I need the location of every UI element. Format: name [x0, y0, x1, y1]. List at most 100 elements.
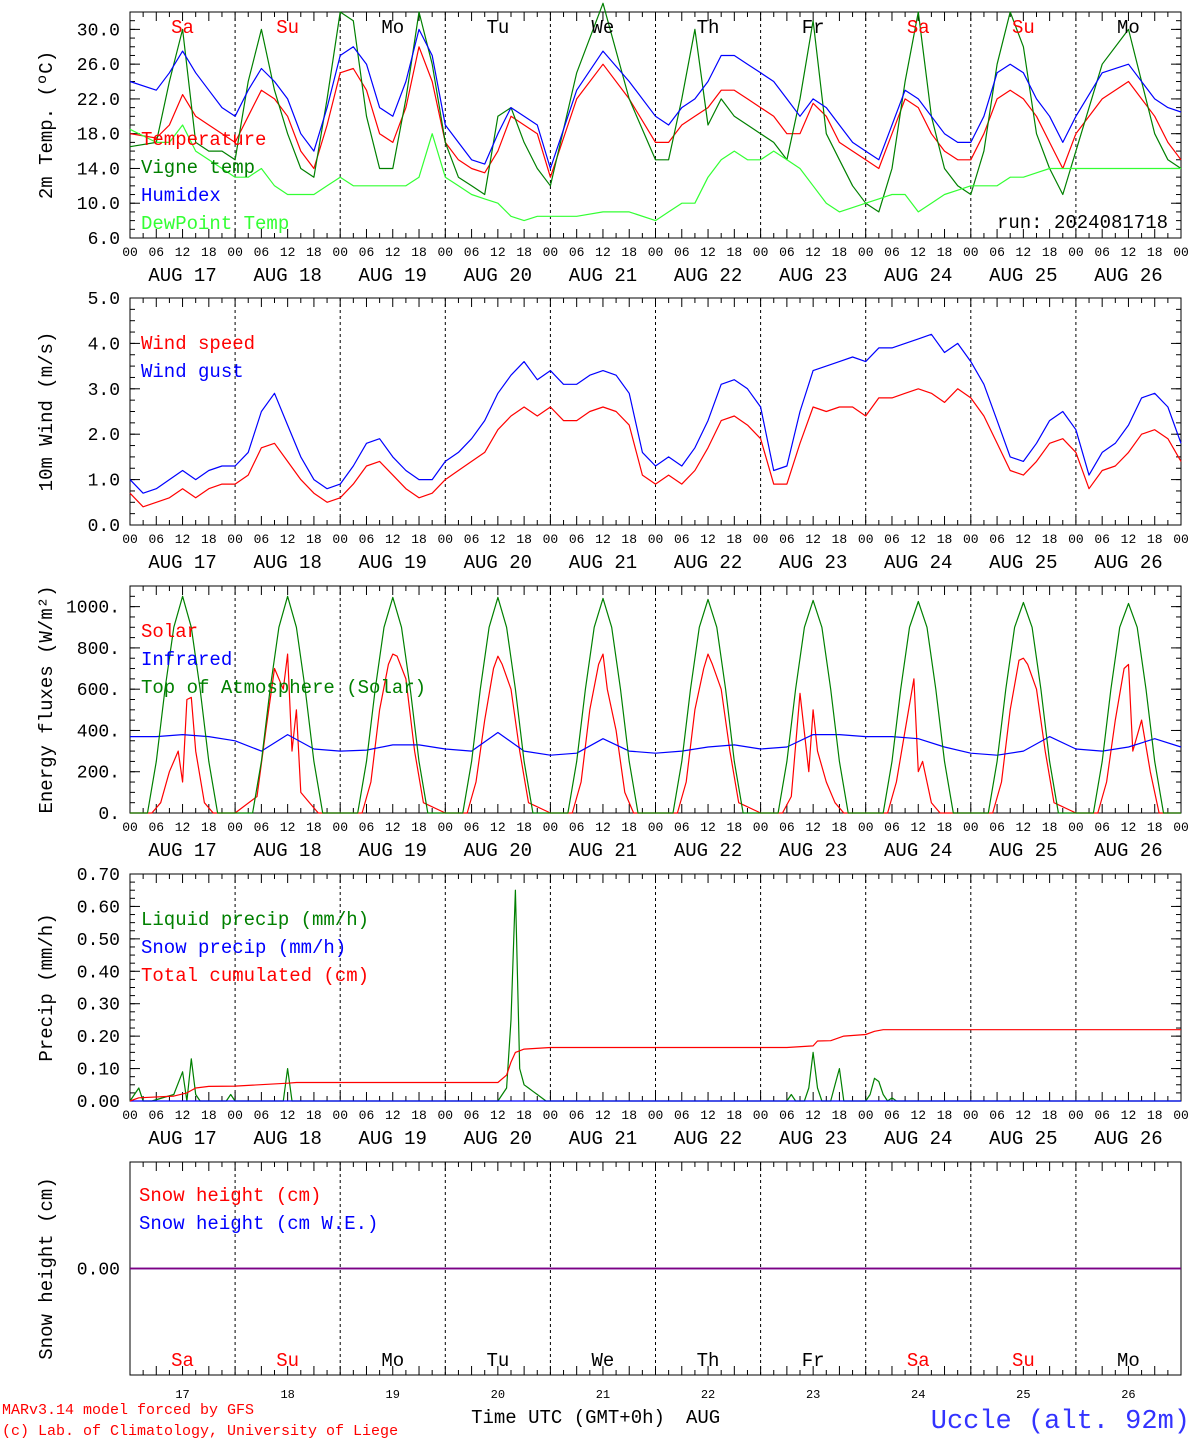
x-hour-label: 12 [700, 245, 716, 260]
x-hour-label: 18 [201, 532, 217, 547]
x-hour-label: 00 [543, 1108, 559, 1123]
day-number-label: 24 [911, 1388, 925, 1402]
x-hour-label: 00 [1068, 820, 1084, 835]
x-hour-label: 18 [306, 245, 322, 260]
x-hour-label: 06 [674, 532, 690, 547]
series-line-dewpoint-temp [129, 124, 1181, 222]
x-hour-label: 06 [1094, 532, 1110, 547]
x-hour-label: 12 [1121, 532, 1137, 547]
x-hour-label: 18 [516, 820, 532, 835]
x-day-label: AUG 17 [148, 265, 216, 287]
legend-entry: Snow height (cm) [139, 1185, 321, 1207]
x-day-label: AUG 20 [464, 1128, 532, 1150]
x-hour-label: 06 [254, 532, 270, 547]
y-tick-label: 400. [77, 722, 120, 742]
x-hour-label: 18 [937, 1108, 953, 1123]
x-hour-label: 06 [779, 1108, 795, 1123]
x-hour-label: 06 [674, 245, 690, 260]
legend-entry: Infrared [141, 649, 232, 671]
x-hour-label: 12 [175, 532, 191, 547]
x-day-label: AUG 26 [1094, 840, 1162, 862]
x-day-label: AUG 23 [779, 840, 847, 862]
x-day-label: AUG 22 [674, 840, 742, 862]
y-tick-label: 0.50 [77, 931, 120, 951]
day-number-label: 23 [806, 1388, 820, 1402]
x-hour-label: 00 [1173, 820, 1189, 835]
x-day-label: AUG 22 [674, 1128, 742, 1150]
weekday-label: Sa [907, 17, 930, 39]
x-hour-label: 06 [148, 245, 164, 260]
x-axis-month: AUG [686, 1407, 720, 1429]
x-day-label: AUG 25 [989, 552, 1057, 574]
y-tick-label: 18.0 [77, 126, 120, 146]
x-hour-label: 06 [884, 1108, 900, 1123]
x-hour-label: 18 [201, 245, 217, 260]
series-line-infrared [130, 731, 1182, 756]
weekday-label-bottom: Tu [486, 1350, 509, 1372]
x-hour-label: 18 [201, 1108, 217, 1123]
panel-temperature: 6.0 10.0 14.0 18.0 22.0 26.0 30.0 2m Temp. (ºC)… [36, 2, 1189, 287]
x-hour-label: 00 [122, 820, 138, 835]
x-hour-label: 00 [543, 245, 559, 260]
series-line-solar [130, 653, 1181, 814]
x-hour-label: 12 [910, 820, 926, 835]
x-hour-label: 06 [464, 532, 480, 547]
x-hour-label: 18 [306, 532, 322, 547]
x-hour-label: 18 [1147, 1108, 1163, 1123]
x-hour-label: 06 [569, 532, 585, 547]
x-hour-label: 18 [937, 532, 953, 547]
series-line-vigne-temp [129, 2, 1182, 213]
x-hour-label: 00 [227, 245, 243, 260]
x-hour-label: 12 [910, 1108, 926, 1123]
x-hour-label: 00 [858, 245, 874, 260]
x-hour-label: 18 [727, 820, 743, 835]
x-hour-label: 00 [858, 532, 874, 547]
day-number-label: 26 [1121, 1388, 1135, 1402]
x-hour-label: 00 [122, 245, 138, 260]
x-day-label: AUG 18 [253, 265, 321, 287]
x-hour-label: 00 [227, 532, 243, 547]
x-hour-label: 12 [385, 820, 401, 835]
x-hour-label: 00 [648, 245, 664, 260]
x-hour-label: 06 [148, 820, 164, 835]
y-tick-label: 1.0 [88, 472, 120, 492]
day-number-label: 18 [280, 1388, 294, 1402]
x-hour-label: 00 [648, 1108, 664, 1123]
x-hour-label: 12 [595, 1108, 611, 1123]
x-hour-label: 00 [122, 532, 138, 547]
x-hour-label: 00 [437, 820, 453, 835]
panel-wind: 0.0 1.0 2.0 3.0 4.0 5.0 10m Wind (m/s) Wind spe… [36, 290, 1189, 574]
x-hour-label: 06 [254, 820, 270, 835]
x-hour-label: 00 [753, 532, 769, 547]
x-day-label: AUG 18 [253, 1128, 321, 1150]
y-tick-label: 14.0 [77, 160, 120, 180]
x-day-label: AUG 17 [148, 552, 216, 574]
weekday-label: Su [1012, 17, 1035, 39]
x-hour-label: 18 [306, 820, 322, 835]
legend-entry: Total cumulated (cm) [141, 965, 369, 987]
x-hour-label: 06 [1094, 820, 1110, 835]
x-day-label: AUG 19 [359, 840, 427, 862]
x-hour-label: 18 [621, 820, 637, 835]
x-hour-label: 00 [858, 820, 874, 835]
weekday-label-bottom: Sa [907, 1350, 930, 1372]
x-day-label: AUG 20 [464, 265, 532, 287]
x-hour-label: 12 [280, 245, 296, 260]
x-day-label: AUG 25 [989, 1128, 1057, 1150]
x-hour-label: 12 [280, 1108, 296, 1123]
x-hour-label: 06 [359, 820, 375, 835]
x-hour-label: 00 [332, 820, 348, 835]
weekday-label: We [592, 17, 615, 39]
y-axis-label: 2m Temp. (ºC) [36, 51, 58, 199]
x-hour-label: 18 [411, 1108, 427, 1123]
x-hour-label: 00 [753, 820, 769, 835]
y-tick-label: 4.0 [88, 335, 120, 355]
x-hour-label: 18 [516, 532, 532, 547]
x-hour-label: 00 [648, 820, 664, 835]
y-tick-label: 3.0 [88, 381, 120, 401]
x-hour-label: 06 [569, 1108, 585, 1123]
x-hour-label: 06 [1094, 245, 1110, 260]
x-hour-label: 00 [963, 1108, 979, 1123]
x-hour-label: 12 [490, 245, 506, 260]
day-number-label: 20 [491, 1388, 505, 1402]
